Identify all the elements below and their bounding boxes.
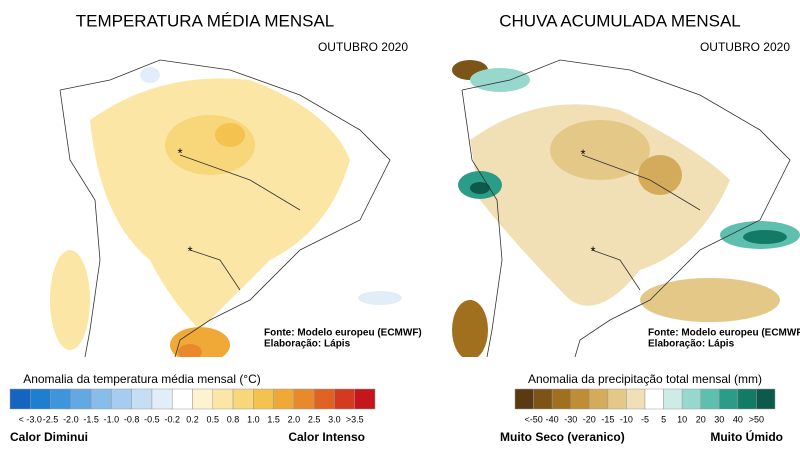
legend-label: -0.5 — [144, 414, 160, 424]
color-swatch — [70, 388, 92, 410]
color-swatch — [9, 388, 31, 410]
color-swatch — [111, 388, 132, 410]
color-swatch — [151, 388, 173, 410]
legend-label: -30 — [564, 414, 577, 424]
color-swatch — [570, 388, 590, 410]
color-swatch — [551, 388, 571, 410]
source-note: Fonte: Modelo europeu (ECMWF) — [648, 328, 800, 339]
legend-label: -10 — [620, 414, 633, 424]
svg-text:*: * — [580, 146, 585, 161]
legend-label: -0.2 — [164, 414, 180, 424]
color-swatch — [50, 388, 72, 410]
color-swatch — [253, 388, 274, 410]
color-swatch — [589, 388, 609, 410]
legend-label: 2.5 — [308, 414, 321, 424]
color-swatch — [273, 388, 295, 410]
svg-text:*: * — [590, 243, 595, 258]
color-swatch — [681, 388, 701, 410]
legend-label: >3.5 — [346, 414, 364, 424]
legend-low: Calor Diminui — [10, 430, 88, 444]
map-title: CHUVA ACUMULADA MENSAL — [499, 11, 741, 30]
color-swatch — [756, 388, 776, 410]
color-swatch — [90, 388, 112, 410]
legend-title: Anomalia da temperatura média mensal (°C… — [23, 372, 261, 386]
map-date: OUTUBRO 2020 — [700, 40, 790, 54]
color-swatch — [334, 388, 355, 410]
legend-label: 30 — [714, 414, 724, 424]
legend-label: -5 — [641, 414, 649, 424]
legend-label: -20 — [583, 414, 596, 424]
legend-label: -1.0 — [104, 414, 120, 424]
color-swatch — [626, 388, 646, 410]
color-swatch — [700, 388, 720, 410]
legend-high: Calor Intenso — [288, 430, 365, 444]
color-swatch — [192, 388, 214, 410]
legend-title: Anomalia da precipitação total mensal (m… — [528, 372, 762, 386]
legend-label: 0.2 — [186, 414, 199, 424]
legend-label: 0.8 — [227, 414, 240, 424]
color-swatch — [533, 388, 553, 410]
source-note: Elaboração: Lápis — [648, 339, 735, 350]
legend-label: 0.5 — [207, 414, 220, 424]
legend-label: < -3.0 — [19, 414, 42, 424]
legend-label: 40 — [733, 414, 743, 424]
color-swatch — [737, 388, 757, 410]
legend-label: >50 — [749, 414, 764, 424]
color-swatch — [293, 388, 315, 410]
legend-high: Muito Úmido — [710, 429, 783, 444]
svg-text:*: * — [187, 243, 192, 258]
color-swatch — [171, 388, 193, 410]
color-swatch — [131, 388, 153, 410]
color-swatch — [354, 388, 376, 410]
svg-text:*: * — [177, 145, 182, 160]
color-swatch — [514, 388, 534, 410]
temperature-map — [48, 57, 408, 357]
rain-map — [452, 57, 800, 357]
color-swatch — [607, 388, 627, 410]
source-note: Fonte: Modelo europeu (ECMWF) — [264, 328, 422, 339]
legend-label: 2.0 — [288, 414, 301, 424]
legend-label: 1.0 — [247, 414, 260, 424]
legend-label: -0.8 — [124, 414, 140, 424]
color-swatch — [212, 388, 234, 410]
color-swatch — [663, 388, 683, 410]
legend-label: 5 — [661, 414, 666, 424]
color-swatch — [30, 388, 51, 410]
legend-label: 10 — [677, 414, 687, 424]
color-swatch — [644, 388, 664, 410]
color-swatch — [232, 388, 254, 410]
legend-label: 3.0 — [328, 414, 341, 424]
legend-label: 1.5 — [267, 414, 280, 424]
legend-label: <-50 — [524, 414, 542, 424]
legend-label: 20 — [696, 414, 706, 424]
color-swatch — [719, 388, 739, 410]
legend-label: -1.5 — [83, 414, 99, 424]
source-note: Elaboração: Lápis — [264, 339, 351, 350]
legend-label: -40 — [546, 414, 559, 424]
map-date: OUTUBRO 2020 — [318, 40, 408, 54]
legend-label: -15 — [601, 414, 614, 424]
map-title: TEMPERATURA MÉDIA MENSAL — [76, 11, 335, 30]
legend-low: Muito Seco (veranico) — [500, 430, 625, 444]
legend-label: -2.0 — [63, 414, 79, 424]
coastlines: * * * * — [59, 59, 791, 357]
legend-label: -2.5 — [43, 414, 59, 424]
color-swatch — [313, 388, 335, 410]
